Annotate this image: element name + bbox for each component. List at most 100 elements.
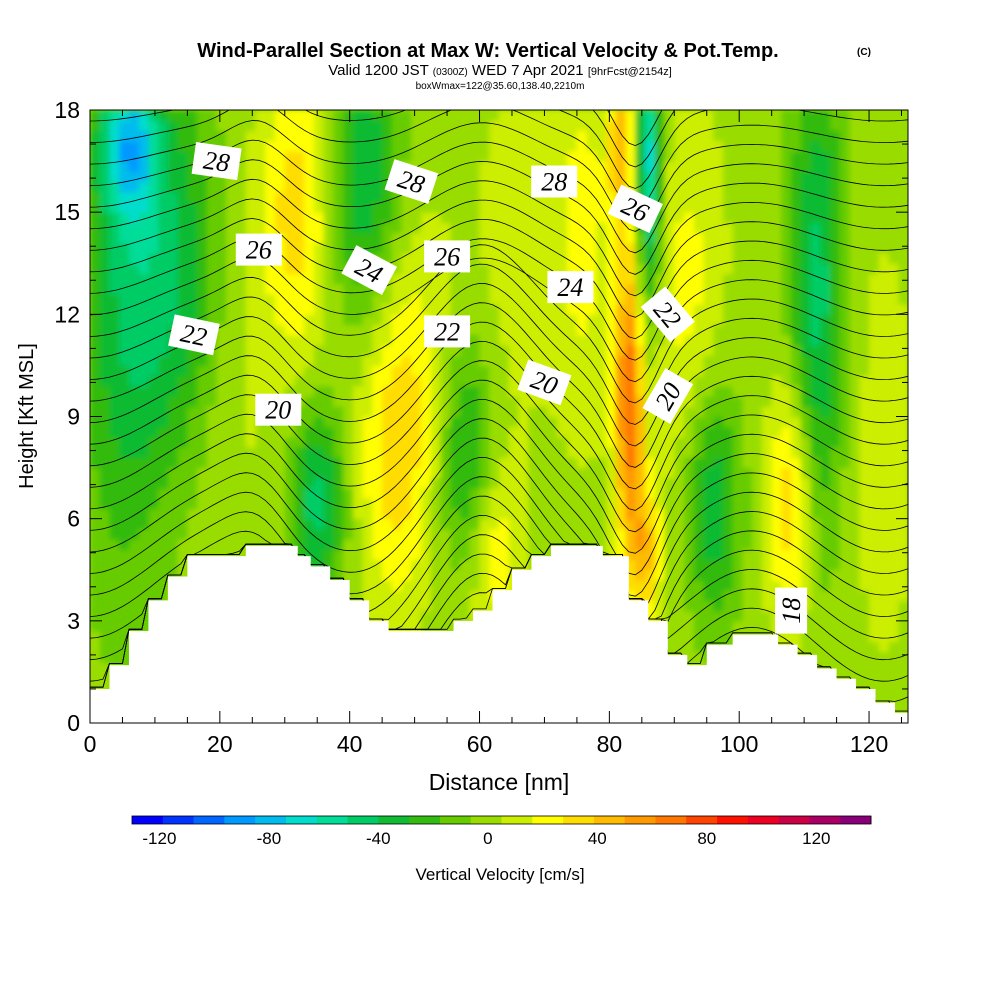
velocity-cell: [450, 212, 461, 223]
velocity-cell: [839, 539, 851, 550]
velocity-cell: [479, 559, 490, 571]
velocity-cell: [245, 416, 257, 428]
velocity-cell: [499, 161, 510, 172]
velocity-cell: [664, 355, 675, 367]
velocity-cell: [791, 140, 802, 152]
velocity-cell: [479, 385, 490, 397]
velocity-cell: [109, 314, 120, 326]
velocity-cell: [820, 651, 831, 663]
velocity-cell: [839, 150, 851, 162]
velocity-cell: [820, 579, 831, 591]
velocity-cell: [158, 242, 169, 254]
velocity-cell: [674, 641, 685, 653]
velocity-cell: [859, 396, 870, 407]
velocity-cell: [440, 396, 451, 407]
velocity-cell: [294, 447, 305, 458]
velocity-cell: [411, 590, 422, 601]
velocity-cell: [839, 631, 851, 642]
velocity-cell: [693, 600, 705, 612]
velocity-cell: [245, 344, 257, 356]
velocity-cell: [771, 232, 783, 244]
velocity-cell: [878, 171, 890, 183]
velocity-cell: [625, 120, 636, 132]
velocity-cell: [323, 314, 335, 326]
velocity-cell: [528, 426, 539, 438]
velocity-cell: [119, 222, 130, 234]
velocity-cell: [313, 283, 325, 295]
velocity-cell: [372, 539, 383, 550]
velocity-cell: [830, 283, 841, 295]
velocity-cell: [226, 293, 237, 305]
velocity-cell: [430, 212, 442, 223]
velocity-cell: [236, 263, 247, 275]
velocity-cell: [226, 344, 237, 356]
velocity-cell: [304, 344, 315, 356]
velocity-cell: [304, 508, 315, 520]
velocity-cell: [90, 528, 101, 540]
velocity-cell: [791, 161, 802, 172]
velocity-cell: [839, 324, 851, 336]
velocity-cell: [421, 396, 432, 407]
velocity-cell: [245, 120, 257, 132]
velocity-cell: [255, 263, 266, 275]
velocity-cell: [596, 334, 607, 346]
velocity-cell: [674, 344, 685, 356]
velocity-cell: [674, 569, 685, 581]
velocity-cell: [304, 426, 315, 438]
velocity-cell: [343, 150, 354, 162]
velocity-cell: [421, 130, 432, 142]
velocity-cell: [119, 110, 130, 121]
velocity-cell: [800, 201, 812, 213]
velocity-cell: [839, 396, 851, 407]
velocity-cell: [421, 365, 432, 377]
velocity-cell: [537, 355, 549, 367]
velocity-cell: [265, 212, 276, 223]
velocity-cell: [528, 201, 539, 213]
velocity-cell: [148, 314, 159, 326]
velocity-cell: [703, 631, 714, 642]
velocity-cell: [820, 447, 831, 458]
velocity-cell: [109, 477, 120, 489]
velocity-cell: [284, 447, 296, 458]
velocity-cell: [674, 528, 685, 540]
velocity-cell: [674, 232, 685, 244]
velocity-cell: [99, 212, 111, 223]
velocity-cell: [518, 477, 529, 489]
velocity-cell: [411, 253, 422, 264]
velocity-cell: [567, 365, 578, 377]
velocity-cell: [294, 457, 305, 469]
velocity-cell: [187, 406, 198, 418]
velocity-cell: [450, 385, 461, 397]
velocity-cell: [654, 590, 666, 601]
velocity-cell: [450, 528, 461, 540]
velocity-cell: [138, 181, 150, 193]
velocity-cell: [236, 528, 247, 540]
velocity-cell: [167, 344, 179, 356]
velocity-cell: [849, 457, 860, 469]
velocity-cell: [849, 488, 860, 499]
velocity-cell: [615, 324, 627, 336]
velocity-cell: [586, 242, 597, 254]
velocity-cell: [109, 641, 120, 653]
velocity-cell: [791, 549, 802, 561]
velocity-cell: [265, 171, 276, 183]
velocity-cell: [810, 263, 821, 275]
velocity-cell: [800, 314, 812, 326]
velocity-cell: [508, 201, 520, 213]
velocity-cell: [684, 641, 695, 653]
velocity-cell: [323, 212, 335, 223]
velocity-cell: [226, 263, 237, 275]
velocity-cell: [294, 467, 305, 479]
velocity-cell: [732, 344, 744, 356]
velocity-cell: [810, 273, 821, 285]
velocity-cell: [391, 375, 403, 387]
velocity-cell: [411, 355, 422, 367]
velocity-cell: [791, 457, 802, 469]
velocity-cell: [284, 385, 296, 397]
velocity-cell: [654, 161, 666, 172]
velocity-cell: [460, 222, 471, 234]
velocity-cell: [791, 334, 802, 346]
velocity-cell: [732, 549, 744, 561]
velocity-cell: [771, 396, 783, 407]
velocity-cell: [421, 549, 432, 561]
